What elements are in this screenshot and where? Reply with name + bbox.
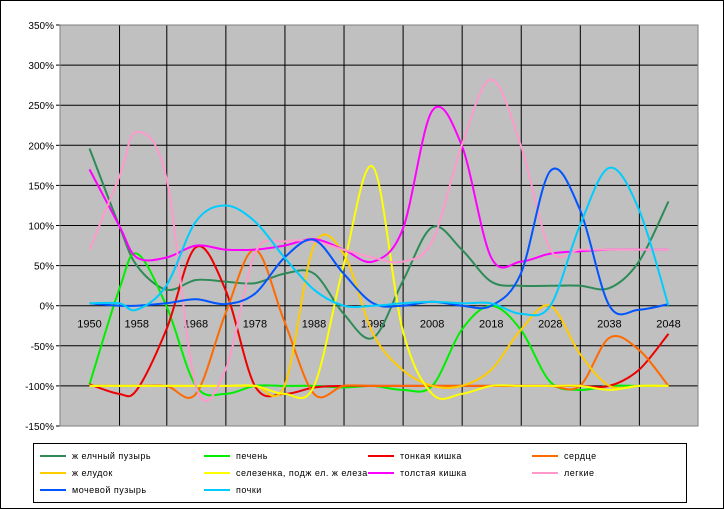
y-tick-label: 50% [34, 262, 54, 273]
legend-label: ж елчный пузырь [72, 451, 152, 461]
series-line-5 [89, 164, 669, 400]
legend-swatch [368, 455, 394, 457]
legend-label: толстая кишка [400, 468, 467, 478]
y-tick-label: 0% [40, 302, 55, 313]
series-line-7 [88, 78, 669, 402]
y-tick-label: 250% [28, 101, 54, 112]
legend-item-kidneys: почки [204, 482, 262, 498]
legend-swatch [40, 489, 66, 491]
legend-item-stomach: ж елудок [40, 465, 113, 481]
legend-label: ж елудок [72, 468, 113, 478]
y-tick-label: 300% [28, 61, 54, 72]
y-tick-label: 350% [28, 21, 54, 32]
y-tick-label: 100% [28, 222, 54, 233]
series-line-8 [89, 167, 669, 316]
legend-swatch [532, 455, 558, 457]
legend-swatch [40, 455, 66, 457]
series-line-6 [88, 105, 669, 269]
x-tick-label: 1950 [77, 319, 101, 331]
legend-item-gallbladder: ж елчный пузырь [40, 448, 151, 464]
x-tick-label: 2018 [479, 319, 503, 331]
legend-item-bladder: мочевой пузырь [40, 482, 147, 498]
legend-label: печень [236, 451, 268, 461]
plot-border [59, 24, 699, 427]
x-tick-label: 1988 [302, 319, 326, 331]
x-tick-label: 1958 [125, 319, 149, 331]
legend-label: мочевой пузырь [72, 485, 147, 495]
legend-item-large-intestine: толстая кишка [368, 465, 467, 481]
x-tick-label: 2028 [538, 319, 562, 331]
x-tick-label: 1968 [184, 319, 208, 331]
x-tick-label: 2048 [656, 319, 680, 331]
y-tick-label: -150% [25, 422, 54, 433]
x-tick-label: 1998 [361, 319, 385, 331]
legend-item-lungs: легкие [532, 465, 595, 481]
legend-label: легкие [564, 468, 595, 478]
legend-swatch [204, 472, 230, 474]
series-line-0 [88, 148, 670, 340]
y-tick-label: 200% [28, 141, 54, 152]
x-tick-label: 2008 [420, 319, 444, 331]
legend-swatch [204, 489, 230, 491]
legend-label: селезенка, подж ел. ж елеза [236, 468, 368, 478]
line-chart: 350% 300% 250% 200% 150% 100% 50% 0% -50% -100% -1… [25, 21, 699, 433]
legend-swatch [40, 472, 66, 474]
x-tick-label: 2038 [597, 319, 621, 331]
y-tick-label: 150% [28, 181, 54, 192]
legend-label: почки [236, 485, 262, 495]
series-line-9 [89, 166, 670, 317]
legend-item-spleen-pancreas: селезенка, подж ел. ж елеза [204, 465, 368, 481]
y-tick-label: -100% [25, 382, 54, 393]
legend-item-small-intestine: тонкая кишка [368, 448, 462, 464]
chart-legend: ж елчный пузырь печень тонкая кишка серд… [33, 443, 687, 503]
y-tick-label: -50% [31, 342, 54, 353]
legend-swatch [532, 472, 558, 474]
series-line-3 [89, 248, 670, 399]
legend-item-liver: печень [204, 448, 268, 464]
legend-label: сердце [564, 451, 597, 461]
legend-swatch [368, 472, 394, 474]
x-tick-label: 1978 [243, 319, 267, 331]
legend-swatch [204, 455, 230, 457]
legend-label: тонкая кишка [400, 451, 462, 461]
legend-item-heart: сердце [532, 448, 597, 464]
